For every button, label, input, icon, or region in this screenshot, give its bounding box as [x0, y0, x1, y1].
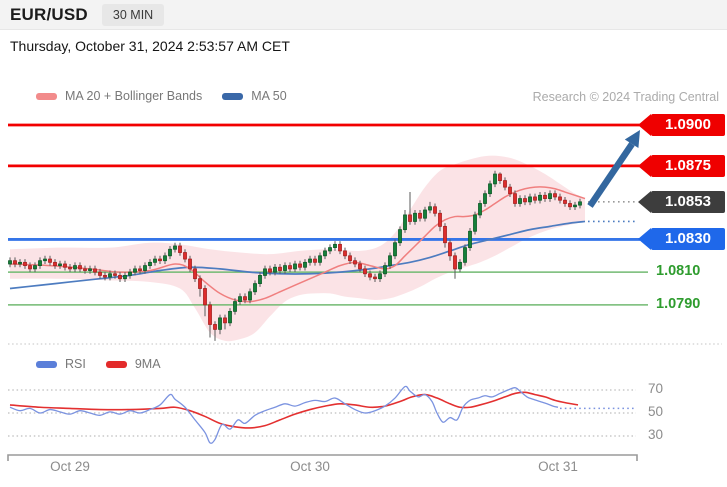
rsi-scale-50: 50 [648, 404, 664, 419]
rsi-scale-70: 70 [648, 381, 664, 396]
x-axis-label-oct31: Oct 31 [538, 459, 578, 474]
symbol-title: EUR/USD [10, 4, 88, 24]
ma50-legend-label: MA 50 [251, 89, 287, 103]
ma50-legend-swatch [222, 92, 244, 100]
support-level-label-10790: 1.0790 [656, 295, 701, 312]
research-credit: Research © 2024 Trading Central [532, 90, 719, 104]
rsi-ma9-legend-label: 9MA [134, 357, 161, 371]
pivot-level-tag-10830: 1.0830 [638, 228, 725, 251]
rsi-legend-swatch [36, 360, 57, 368]
rsi-legend: RSI 9MA [36, 357, 161, 371]
ma20-bollinger-legend-swatch [36, 92, 57, 100]
last-price-tag-10853: 1.0853 [638, 190, 725, 213]
rsi-scale-30: 30 [648, 427, 664, 442]
report-datetime: Thursday, October 31, 2024 2:53:57 AM CE… [10, 38, 290, 54]
rsi-legend-label: RSI [65, 357, 86, 371]
header: EUR/USD 30 MIN [0, 0, 727, 30]
rsi-ma9-legend-swatch [105, 360, 127, 368]
x-axis-label-oct29: Oct 29 [50, 459, 90, 474]
resistance-level-tag-10875: 1.0875 [638, 154, 725, 177]
resistance-level-tag-10900: 1.0900 [638, 114, 725, 136]
timeframe-badge[interactable]: 30 MIN [101, 3, 165, 26]
x-axis-label-oct30: Oct 30 [290, 459, 330, 474]
ma20-bollinger-legend-label: MA 20 + Bollinger Bands [65, 89, 203, 103]
price-chart-legend: MA 20 + Bollinger Bands MA 50 [36, 89, 287, 103]
support-level-label-10810: 1.0810 [656, 263, 701, 280]
